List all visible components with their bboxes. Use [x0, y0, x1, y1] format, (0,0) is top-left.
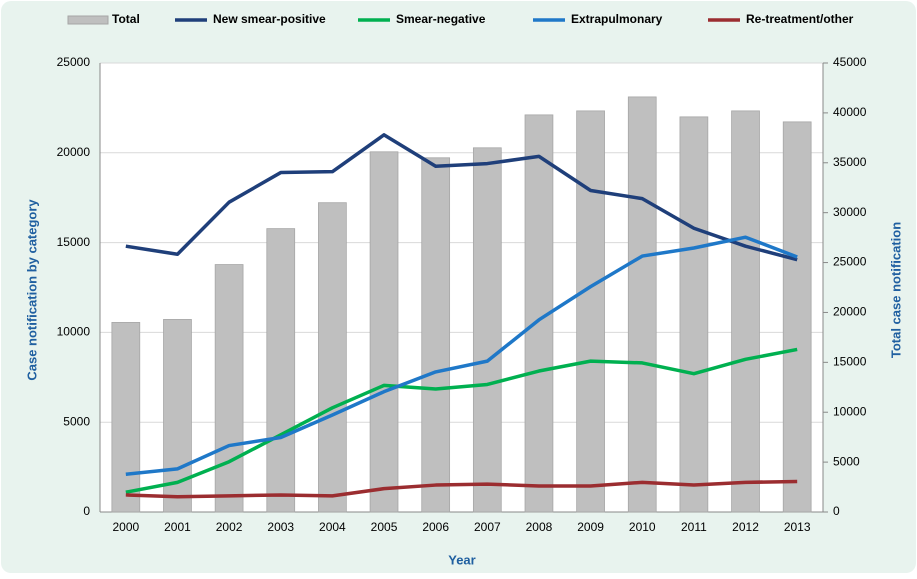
x-tick-label: 2003 [267, 520, 294, 534]
x-tick-label: 2001 [164, 520, 191, 534]
y2-tick-label: 10000 [833, 404, 867, 418]
bar [214, 264, 244, 513]
y-tick-label: 0 [83, 504, 90, 518]
y2-tick-label: 35000 [833, 155, 867, 169]
line [125, 347, 798, 494]
bar [472, 147, 502, 513]
bar [576, 110, 605, 513]
bar [421, 157, 451, 513]
x-tick-label: 2004 [319, 520, 346, 534]
bar [111, 322, 141, 513]
x-tick-label: 2010 [629, 520, 656, 534]
bar [369, 151, 399, 513]
line [125, 133, 798, 262]
y-axis-title: Case notification by category [24, 199, 39, 381]
legend-label: Extrapulmonary [571, 12, 663, 26]
bar [782, 121, 812, 513]
y2-tick-label: 30000 [833, 205, 867, 219]
legend-swatch [67, 15, 109, 25]
legend-label: Re-treatment/other [746, 12, 854, 26]
bar [627, 96, 657, 513]
line [125, 479, 798, 499]
x-tick-label: 2011 [681, 520, 707, 534]
x-axis-title: Year [448, 552, 475, 567]
bar [266, 228, 296, 513]
line [125, 235, 798, 477]
y2-tick-label: 20000 [833, 305, 867, 319]
plot-area [100, 63, 823, 512]
x-tick-label: 2012 [732, 520, 759, 534]
x-tick-label: 2008 [526, 520, 553, 534]
y-tick-label: 20000 [57, 145, 91, 159]
y2-tick-label: 45000 [833, 55, 867, 69]
y-tick-label: 15000 [57, 235, 91, 249]
y2-tick-label: 5000 [833, 454, 860, 468]
y-tick-label: 10000 [57, 325, 91, 339]
legend-label: New smear-positive [213, 12, 326, 26]
x-tick-label: 2005 [371, 520, 398, 534]
bar [679, 116, 709, 513]
y2-tick-label: 15000 [833, 355, 867, 369]
y2-tick-label: 25000 [833, 255, 867, 269]
x-tick-label: 2006 [422, 520, 449, 534]
x-tick-label: 2000 [112, 520, 139, 534]
y2-tick-label: 40000 [833, 105, 867, 119]
legend-label: Total [112, 12, 140, 26]
y2-tick-label: 0 [833, 504, 840, 518]
bar [731, 110, 760, 513]
y-tick-label: 5000 [63, 414, 90, 428]
x-tick-label: 2009 [577, 520, 604, 534]
x-tick-label: 2002 [216, 520, 243, 534]
y2-axis-title: Total case notification [888, 222, 903, 358]
bar [318, 202, 347, 513]
x-tick-label: 2007 [474, 520, 501, 534]
legend-label: Smear-negative [396, 12, 486, 26]
x-tick-label: 2013 [784, 520, 811, 534]
y-tick-label: 25000 [57, 55, 91, 69]
